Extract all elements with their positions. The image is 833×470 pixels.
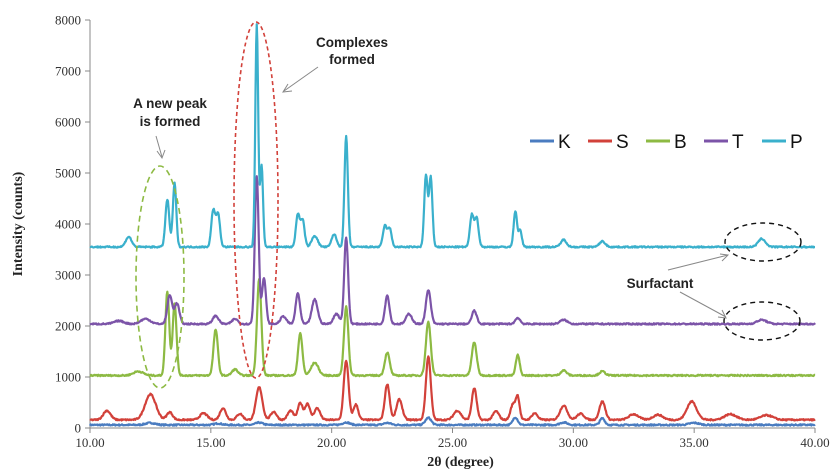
y-tick-label: 2000 <box>55 319 81 334</box>
complexes-label-line1: Complexes <box>316 35 388 50</box>
legend-label-s: S <box>616 132 629 153</box>
new-peak-ellipse <box>135 165 185 389</box>
surfactant-ellipse-p <box>724 222 802 262</box>
axes: 0 1000 2000 3000 4000 5000 6000 7000 8000 10.00 15… <box>11 13 830 470</box>
annotation-arrows <box>155 66 730 319</box>
y-tick-label: 0 <box>75 421 82 436</box>
y-tick-label: 4000 <box>55 217 81 232</box>
x-tick-label: 10.00 <box>75 435 104 450</box>
series-layer <box>88 23 816 427</box>
series-line-s <box>89 355 816 422</box>
x-tick-label: 30.00 <box>559 435 588 450</box>
legend-label-p: P <box>790 132 803 153</box>
x-tick-label: 40.00 <box>800 435 829 450</box>
x-tick-label: 15.00 <box>196 435 225 450</box>
legend-label-k: K <box>558 132 571 153</box>
y-tick-label: 8000 <box>55 13 81 28</box>
annotations: A new peak is formed Complexes formed Su… <box>133 21 802 389</box>
y-tick-label: 1000 <box>55 370 81 385</box>
new-peak-label-line1: A new peak <box>133 96 207 111</box>
legend-label-b: B <box>674 132 687 153</box>
x-tick-label: 20.00 <box>317 435 346 450</box>
surfactant-ellipse-t <box>723 301 801 341</box>
complexes-label-line2: formed <box>329 52 375 67</box>
series-line-k <box>88 416 816 427</box>
y-tick-label: 3000 <box>55 268 81 283</box>
legend-label-t: T <box>732 132 744 153</box>
complexes-ellipse <box>233 21 279 379</box>
series-line-b <box>89 278 816 378</box>
series-line-t <box>89 175 816 326</box>
x-tick-label: 35.00 <box>680 435 709 450</box>
y-tick-label: 6000 <box>55 115 81 130</box>
y-tick-label: 5000 <box>55 166 81 181</box>
y-tick-label: 7000 <box>55 64 81 79</box>
new-peak-label-line2: is formed <box>140 114 201 129</box>
series-line-p <box>89 23 816 249</box>
surfactant-label: Surfactant <box>627 276 694 291</box>
y-axis-title: Intensity (counts) <box>11 171 26 276</box>
x-tick-label: 25.00 <box>438 435 467 450</box>
x-axis-title: 2θ (degree) <box>427 455 494 470</box>
